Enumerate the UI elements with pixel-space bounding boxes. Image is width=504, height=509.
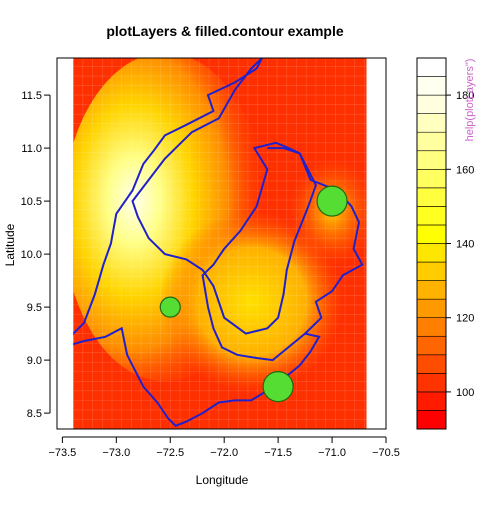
y-tick-label: 11.5 [21,90,42,102]
color-key-tick-label: 120 [456,313,474,325]
y-tick-label: 9.0 [27,355,42,367]
plot-frame [56,57,387,430]
x-tick-label: −73.0 [102,447,130,459]
x-axis-label: Longitude [196,473,249,487]
color-key-band [416,410,447,430]
region-outline-east [267,147,364,335]
y-tick-label: 11.0 [21,143,42,155]
color-key-band [416,169,447,189]
color-key-band [416,76,447,96]
y-tick-label: 10.0 [21,249,42,261]
x-tick-label: −72.5 [156,447,184,459]
color-key-band [416,243,447,263]
color-key-band [416,391,447,411]
data-point [316,185,348,217]
x-axis: −73.5 −73.0 −72.5 −72.0 −71.5 −71.0 −70.5 [48,436,400,459]
x-tick-label: −73.5 [48,447,76,459]
y-axis: 8.5 9.0 9.5 10.0 10.5 11.0 11.5 [21,90,51,420]
color-key-band [416,187,447,207]
color-key [416,57,447,430]
x-tick-label: −70.5 [372,447,400,459]
color-key-tick-label: 180 [456,90,474,102]
color-key-axis: 100 120 140 160 180 [446,90,474,399]
color-key-band [416,335,447,356]
x-tick-label: −71.5 [264,447,292,459]
color-key-band [416,150,447,170]
y-tick-label: 8.5 [27,408,42,420]
data-point [159,296,181,318]
chart-title: plotLayers & filled.contour example [106,23,343,39]
color-key-band [416,373,447,393]
color-key-band [416,261,447,281]
color-key-tick-label: 140 [456,239,474,251]
plot-area [73,58,367,429]
y-axis-label: Latitude [3,223,17,266]
y-tick-label: 9.5 [27,302,42,314]
color-key-band [416,354,447,374]
color-key-band [416,224,447,244]
color-key-tick-label: 160 [456,164,474,176]
x-tick-label: −72.0 [210,447,238,459]
color-key-band [416,131,447,152]
color-key-band [416,298,447,318]
points-layer [159,185,348,403]
color-key-tick-label: 100 [456,387,474,399]
color-key-band [416,113,447,133]
color-key-band [416,317,447,337]
x-tick-label: −71.0 [318,447,346,459]
grid-lines [73,58,367,429]
y-tick-label: 10.5 [21,196,42,208]
heatmap-hotspot-south [159,211,343,392]
color-key-band [416,280,447,300]
color-key-band [416,94,447,114]
boundary-outline [73,58,321,427]
color-key-note: help(plotLayers") [464,59,476,142]
data-point [262,371,294,403]
color-key-band [416,206,447,226]
color-key-band [416,57,447,77]
